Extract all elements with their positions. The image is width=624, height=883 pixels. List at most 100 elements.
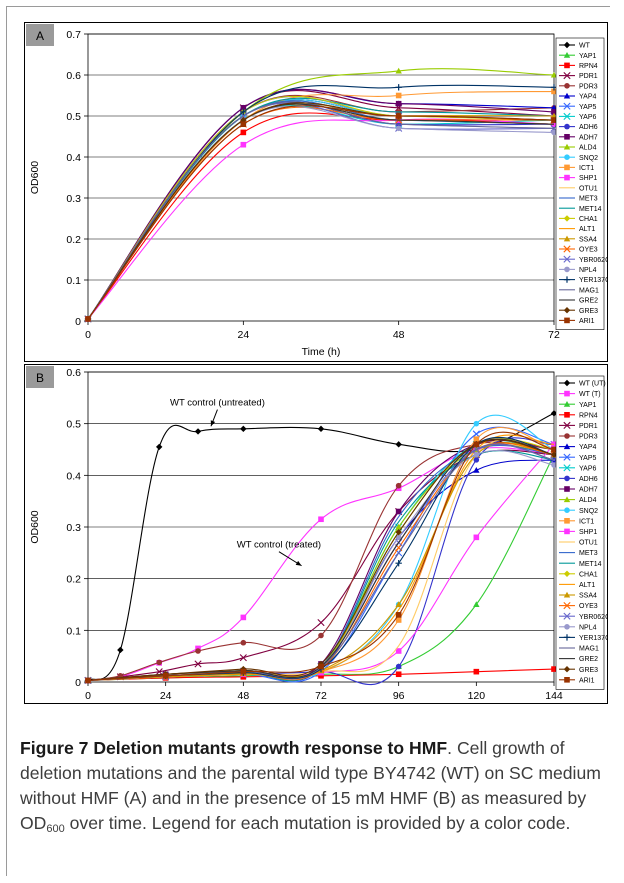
annotation-b-0: WT control (untreated) <box>170 398 265 427</box>
data-point-b-yap5 <box>472 430 480 438</box>
legend-label-b-wt-ut: WT (UT) <box>579 381 606 388</box>
series-a-ari1 <box>85 105 557 322</box>
legend-label-a-yap1: YAP1 <box>579 53 596 60</box>
legend-marker-b-wt-ut <box>563 379 571 387</box>
legend-item-a-ssa4: SSA4 <box>559 235 597 243</box>
data-point-b-ict1 <box>395 617 402 623</box>
legend-item-b-ari1: ARI1 <box>559 677 595 684</box>
panel-label-b-box <box>26 366 54 388</box>
legend-item-b-wt-t: WT (T) <box>559 390 601 398</box>
data-point-b-pdr3 <box>318 632 324 639</box>
data-point-b-pdr1 <box>194 660 202 668</box>
chart-a-xtick-label: 24 <box>237 329 249 341</box>
legend-item-a-yer137c: YER137C <box>559 276 610 284</box>
chart-a-ytick-label: 0.6 <box>66 70 81 82</box>
legend-item-b-ssa4: SSA4 <box>559 591 597 600</box>
legend-label-a-ict1: ICT1 <box>579 165 594 172</box>
data-point-b-pdr3 <box>195 648 201 654</box>
chart-panel-b: B00.10.20.30.40.50.6024487296120144Time … <box>24 364 610 719</box>
legend-a: WT YAP1 RPN4 PDR1 PDR3 YAP4 YAP5 YAP6 ADH6 ADH7 AL… <box>555 37 610 330</box>
data-point-b-shp1 <box>395 648 402 654</box>
legend-label-b-mag1: MAG1 <box>579 646 599 653</box>
legend-item-b-shp1: SHP1 <box>559 528 597 536</box>
legend-label-a-adh6: ADH6 <box>579 124 598 131</box>
chart-a-xtick-label: 72 <box>548 329 560 341</box>
legend-label-b-npl4: NPL4 <box>579 624 597 631</box>
data-point-b-ari1 <box>162 673 169 679</box>
legend-label-a-yap6: YAP6 <box>579 114 596 121</box>
legend-item-a-gre2: GRE2 <box>559 298 598 305</box>
legend-label-b-yap4: YAP4 <box>579 444 596 451</box>
legend-item-a-pdr3: PDR3 <box>559 83 598 90</box>
panel-label-b: B <box>26 366 54 388</box>
caption-subscript: 600 <box>46 823 65 835</box>
legend-marker-b-rpn4 <box>564 412 570 418</box>
panel-label-a-box <box>26 24 54 46</box>
legend-item-a-alt1: ALT1 <box>559 226 595 233</box>
series-line-a-cha1 <box>87 95 555 320</box>
legend-label-b-yap1: YAP1 <box>579 402 596 409</box>
data-point-a-ald4 <box>550 71 558 78</box>
data-point-b-ict1 <box>473 436 480 442</box>
legend-label-b-gre3: GRE3 <box>579 667 598 674</box>
data-point-b-rpn4 <box>318 673 324 679</box>
legend-label-a-yap4: YAP4 <box>579 94 596 101</box>
legend-label-b-yap6: YAP6 <box>579 465 596 472</box>
legend-label-b-alt1: ALT1 <box>579 582 595 589</box>
legend-marker-a-ald4 <box>563 143 571 150</box>
chart-a-ytick-label: 0.4 <box>66 152 81 164</box>
legend-marker-a-yap4 <box>563 92 571 99</box>
legend-marker-a-yap1 <box>563 52 571 58</box>
legend-marker-b-oye3 <box>563 602 571 610</box>
legend-marker-a-ict1 <box>564 164 570 171</box>
legend-marker-b-ybr062c <box>563 612 571 620</box>
legend-label-a-gre2: GRE2 <box>579 298 598 305</box>
legend-label-a-ari1: ARI1 <box>579 318 595 325</box>
figure-label: Figure 7 Deletion mutants growth respons… <box>20 738 448 758</box>
legend-marker-b-pdr1 <box>563 421 571 429</box>
series-line-b-pdr1 <box>87 449 555 681</box>
legend-item-a-met14: MET14 <box>559 206 602 213</box>
chart-a-border <box>24 22 608 362</box>
legend-item-a-adh7: ADH7 <box>559 134 598 141</box>
legend-label-a-ald4: ALD4 <box>579 145 597 152</box>
legend-label-b-adh6: ADH6 <box>579 476 598 483</box>
chart-a-ytick-label: 0 <box>75 316 81 328</box>
legend-label-a-pdr3: PDR3 <box>579 83 598 90</box>
data-point-a-yer137c <box>240 108 247 116</box>
chart-b-xtick-label: 120 <box>468 690 486 702</box>
legend-marker-a-pdr3 <box>564 83 570 89</box>
data-point-b-yap4 <box>473 466 480 473</box>
data-point-b-pdr1 <box>317 618 325 627</box>
legend-item-b-oye3: OYE3 <box>559 602 598 610</box>
legend-item-a-ald4: ALD4 <box>559 143 597 152</box>
data-point-b-pdr1 <box>155 668 163 676</box>
chart-b-ytick-label: 0.5 <box>66 419 81 431</box>
data-point-a-yap4 <box>550 104 558 111</box>
legend-label-b-otu1: OTU1 <box>579 540 598 547</box>
legend-label-b-ybr062c: YBR062C <box>579 614 608 621</box>
data-point-b-npl4 <box>551 462 557 468</box>
data-point-b-wt-t <box>240 614 247 621</box>
legend-marker-b-adh6 <box>564 475 570 482</box>
legend-label-a-cha1: CHA1 <box>579 216 598 223</box>
legend-item-b-alt1: ALT1 <box>559 582 595 589</box>
legend-item-b-npl4: NPL4 <box>559 624 597 631</box>
data-point-b-ari1 <box>395 612 402 618</box>
legend-label-b-met14: MET14 <box>579 561 602 568</box>
legend-label-b-adh7: ADH7 <box>579 487 598 494</box>
legend-label-b-yap5: YAP5 <box>579 455 596 462</box>
data-point-a-adh7 <box>395 100 402 107</box>
data-point-b-yap1 <box>473 601 480 608</box>
series-line-b-pdr3 <box>87 441 555 681</box>
legend-label-a-rpn4: RPN4 <box>579 63 598 70</box>
legend-marker-b-yap5 <box>563 453 571 461</box>
chart-a-ytick-label: 0.2 <box>66 234 81 246</box>
legend-label-b-rpn4: RPN4 <box>579 412 598 419</box>
caption-text-2: over time. Legend for each mutation is p… <box>64 813 571 833</box>
figure-frame <box>6 6 610 876</box>
data-point-a-ari1 <box>551 117 557 123</box>
data-point-b-wt-ut <box>317 425 325 433</box>
data-point-b-rpn4 <box>395 671 402 678</box>
chart-b-xtick-label: 72 <box>315 690 327 702</box>
